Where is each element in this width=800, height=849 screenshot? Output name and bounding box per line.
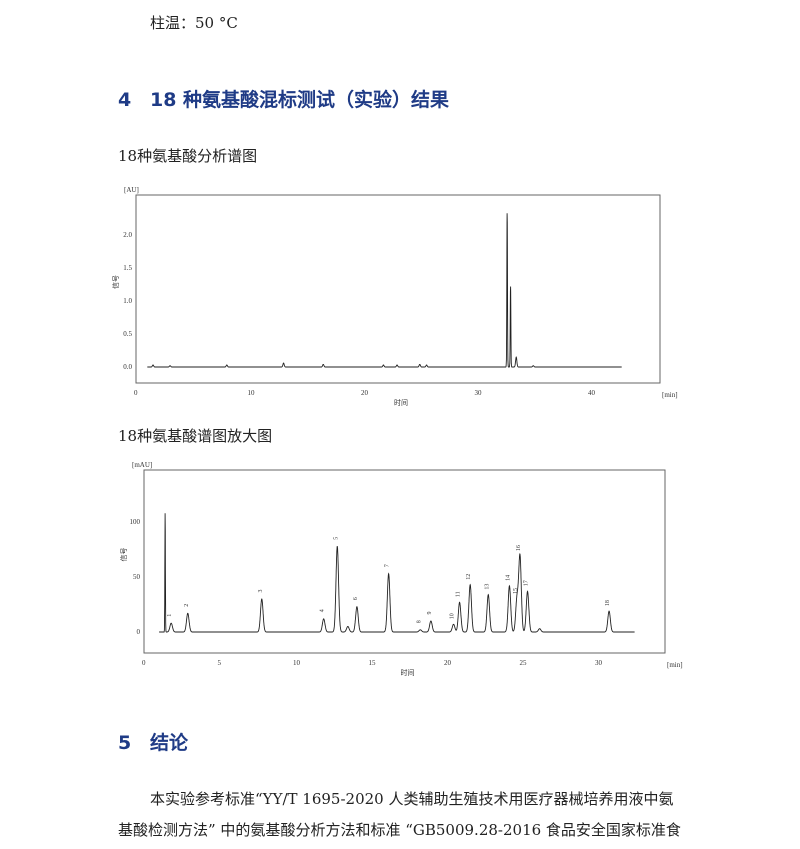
x-axis-label: 时间 (394, 398, 408, 407)
y-tick-label: 0 (137, 628, 141, 636)
peak-label: 12 (466, 574, 472, 580)
peak-label: 17 (524, 580, 530, 586)
peak-label: 7 (385, 564, 391, 567)
x-tick-label: 5 (218, 659, 222, 667)
conclusion-line: 基酸检测方法” 中的氨基酸分析方法和标准 “GB5009.28-2016 食品安… (118, 821, 681, 839)
x-unit-label: [min] (667, 661, 683, 669)
peak-label: 3 (258, 590, 264, 593)
peak-label: 11 (456, 591, 462, 597)
section-4-heading: 4 18 种氨基酸混标测试（实验）结果 (118, 85, 449, 112)
peak-label: 15 (513, 588, 519, 594)
section-5-heading: 5 结论 (118, 728, 188, 755)
x-tick-label: 40 (588, 389, 596, 397)
section-title: 18 种氨基酸混标测试（实验）结果 (150, 89, 450, 111)
x-tick-label: 20 (444, 659, 452, 667)
x-tick-label: 30 (475, 389, 483, 397)
y-tick-label: 1.0 (123, 297, 132, 305)
x-tick-label: 25 (520, 659, 528, 667)
peak-label: 1 (167, 614, 173, 617)
figure-1-caption: 18种氨基酸分析谱图 (118, 147, 258, 165)
y-axis-label: 信号 (111, 275, 120, 289)
peak-label: 4 (320, 609, 326, 612)
peak-label: 6 (353, 597, 359, 600)
x-tick-label: 0 (134, 389, 138, 397)
x-tick-label: 15 (369, 659, 377, 667)
x-tick-label: 10 (248, 389, 256, 397)
y-tick-label: 1.5 (123, 264, 132, 272)
y-unit-label: [AU] (124, 186, 139, 194)
peak-label: 13 (484, 584, 490, 590)
figure-2-caption: 18种氨基酸谱图放大图 (118, 427, 273, 445)
y-tick-label: 0.0 (123, 363, 132, 371)
peak-label: 2 (184, 604, 190, 607)
signal-trace (159, 513, 635, 633)
peak-label: 16 (516, 545, 522, 551)
signal-trace (147, 213, 622, 368)
peak-label: 14 (505, 575, 511, 581)
x-tick-label: 20 (361, 389, 369, 397)
peak-label: 8 (416, 620, 422, 623)
section-number: 4 (118, 89, 132, 111)
section-title: 结论 (150, 732, 189, 754)
x-tick-label: 10 (293, 659, 301, 667)
column-temperature-line: 柱温：50 °C (150, 14, 238, 32)
plot-frame (135, 194, 661, 384)
y-tick-label: 2.0 (123, 231, 132, 239)
peak-label: 10 (450, 613, 456, 619)
y-tick-label: 0.5 (123, 330, 132, 338)
conclusion-line: 本实验参考标准“YY/T 1695-2020 人类辅助生殖技术用医疗器械培养用液… (150, 790, 674, 808)
peak-label: 5 (333, 537, 339, 540)
peak-label: 18 (605, 600, 611, 606)
y-tick-label: 50 (133, 573, 141, 581)
x-axis-label: 时间 (401, 668, 415, 677)
y-axis-label: 信号 (119, 548, 128, 562)
y-unit-label: [mAU] (132, 461, 152, 469)
x-unit-label: [min] (662, 391, 678, 399)
x-tick-label: 0 (142, 659, 146, 667)
y-tick-label: 100 (130, 518, 141, 526)
x-tick-label: 30 (595, 659, 603, 667)
peak-label: 9 (427, 612, 433, 615)
section-number: 5 (118, 732, 132, 754)
plot-frame (143, 469, 666, 654)
